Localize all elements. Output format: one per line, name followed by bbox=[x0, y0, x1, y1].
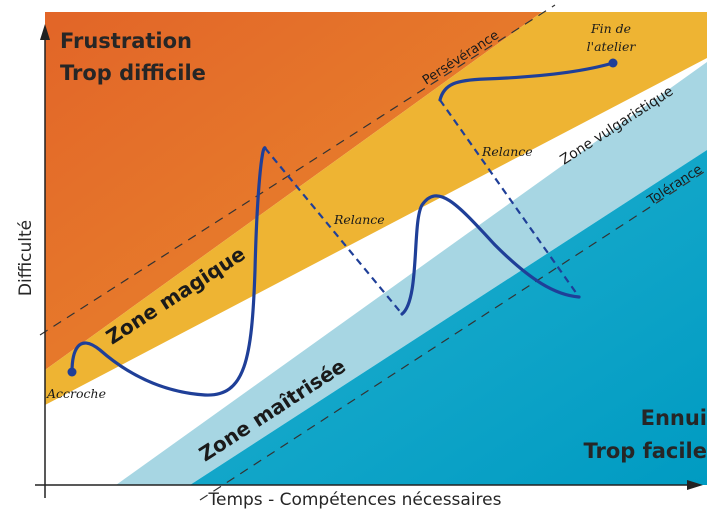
relance-label-1: Relance bbox=[333, 212, 385, 227]
y-axis-title: Difficulté bbox=[16, 220, 36, 296]
boredom-subtitle: Trop facile bbox=[583, 439, 707, 463]
relance-label-2: Relance bbox=[481, 144, 533, 159]
relance-dashed-line-2 bbox=[439, 99, 580, 298]
magic-zone-band bbox=[45, 12, 707, 405]
vulgar-zone-band bbox=[116, 62, 707, 485]
x-axis-title: Temps - Compétences nécessaires bbox=[208, 490, 502, 510]
frustration-subtitle: Trop difficile bbox=[60, 61, 206, 85]
engagement-curve bbox=[70, 61, 615, 397]
y-axis-arrow bbox=[40, 24, 50, 40]
accroche-label: Accroche bbox=[46, 386, 106, 401]
frustration-title: Frustration bbox=[60, 29, 192, 53]
boredom-zone bbox=[190, 150, 707, 485]
perseverance-line bbox=[39, 4, 556, 336]
end-label-line1: Fin de bbox=[590, 21, 631, 36]
tolerance-line bbox=[199, 169, 707, 501]
x-axis-arrow bbox=[687, 480, 703, 490]
boredom-title: Ennui bbox=[641, 406, 707, 430]
end-point-marker bbox=[608, 58, 618, 68]
end-label-line2: l'atelier bbox=[587, 39, 637, 54]
start-point-marker bbox=[67, 367, 77, 377]
